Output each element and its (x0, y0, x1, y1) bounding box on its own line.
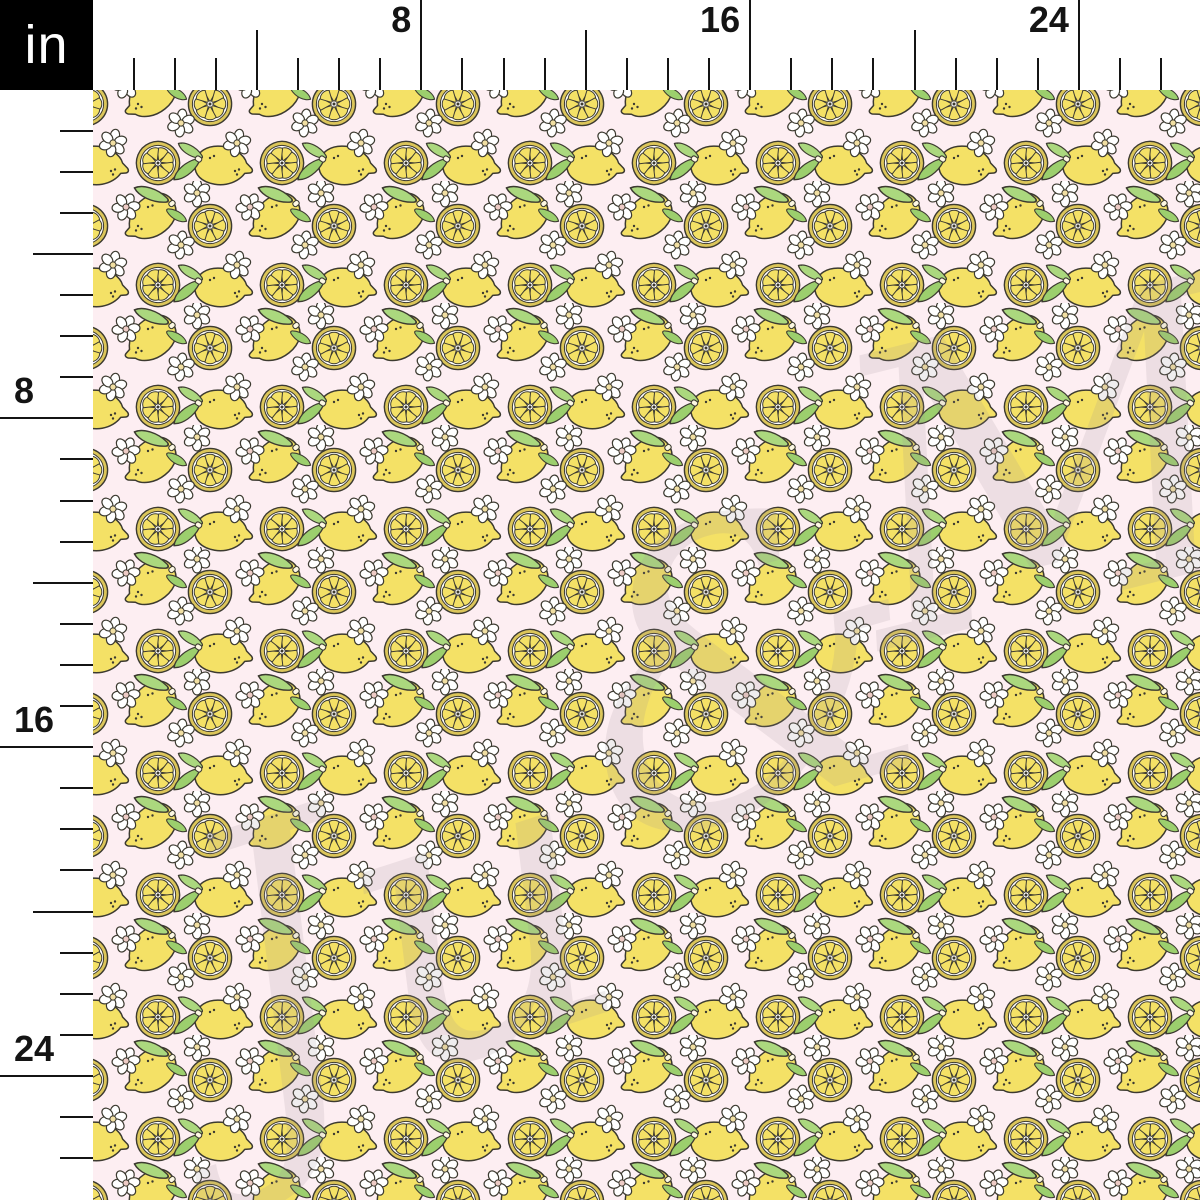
ruler-tick-top (132, 58, 135, 90)
ruler-tick-left (33, 910, 93, 913)
ruler-tick-left (60, 951, 93, 954)
ruler-number-left: 8 (14, 370, 35, 412)
ruler-number-left: 16 (14, 699, 55, 741)
ruler-tick-left (60, 211, 93, 214)
ruler-tick-left (33, 581, 93, 584)
ruler-tick-left (0, 417, 93, 420)
unit-label: in (24, 15, 69, 75)
ruler-tick-left (60, 1157, 93, 1160)
ruler-tick-top (954, 58, 957, 90)
lemon-pattern-fill (93, 90, 1200, 1200)
ruler-tick-left (60, 663, 93, 666)
lemon-pattern-svg: Ju & Mw (93, 90, 1200, 1200)
ruler-tick-top (1119, 58, 1121, 90)
ruler-tick-left (60, 540, 93, 543)
ruler-tick-left (60, 622, 93, 625)
ruler-tick-left (60, 869, 93, 872)
ruler-tick-left (60, 992, 93, 995)
ruler-tick-left (0, 1074, 93, 1077)
ruler-tick-top (1036, 58, 1039, 90)
ruler-tick-left (60, 499, 93, 502)
ruler-tick-top (1077, 0, 1080, 90)
ruler-tick-top (790, 58, 793, 90)
ruler-tick-left (60, 294, 93, 296)
ruler-tick-top (625, 58, 628, 90)
ruler-tick-top (1160, 58, 1163, 90)
ruler-tick-left (60, 705, 93, 707)
ruler-tick-left (33, 252, 93, 255)
unit-box: in (0, 0, 93, 90)
ruler-tick-left (60, 458, 93, 461)
ruler-tick-top (461, 58, 464, 90)
ruler-tick-top (584, 30, 587, 90)
ruler-tick-top (214, 58, 217, 90)
ruler-tick-top (749, 0, 752, 90)
ruler-tick-top (379, 58, 382, 90)
ruler-tick-top (338, 58, 341, 90)
ruler-tick-left (60, 828, 93, 831)
ruler-tick-left (60, 170, 93, 173)
ruler-number-top: 16 (700, 0, 741, 40)
ruler-tick-top (666, 58, 669, 90)
ruler-tick-top (420, 0, 423, 90)
ruler-tick-left (60, 335, 93, 338)
ruler-tick-top (297, 58, 299, 90)
ruler-tick-top (173, 58, 176, 90)
ruler-tick-top (502, 58, 505, 90)
ruler-top: 8 16 24 (0, 0, 1200, 90)
ruler-number-top: 24 (1028, 0, 1069, 40)
ruler-tick-left (60, 1033, 93, 1036)
ruler-left: 8 16 24 (0, 0, 93, 1200)
ruler-tick-top (913, 30, 916, 90)
ruler-tick-left (60, 376, 93, 379)
ruler-number-top: 8 (391, 0, 412, 40)
ruler-tick-top (255, 30, 258, 90)
ruler-tick-top (872, 58, 875, 90)
ruler-tick-top (708, 58, 710, 90)
ruler-tick-top (995, 58, 998, 90)
ruler-tick-left (60, 787, 93, 790)
ruler-tick-left (60, 129, 93, 132)
ruler-tick-top (543, 58, 546, 90)
ruler-tick-top (831, 58, 834, 90)
ruler-number-left: 24 (14, 1027, 55, 1069)
fabric-swatch: Ju & Mw (93, 90, 1200, 1200)
ruler-tick-left (60, 1116, 93, 1118)
ruler-tick-left (0, 746, 93, 749)
